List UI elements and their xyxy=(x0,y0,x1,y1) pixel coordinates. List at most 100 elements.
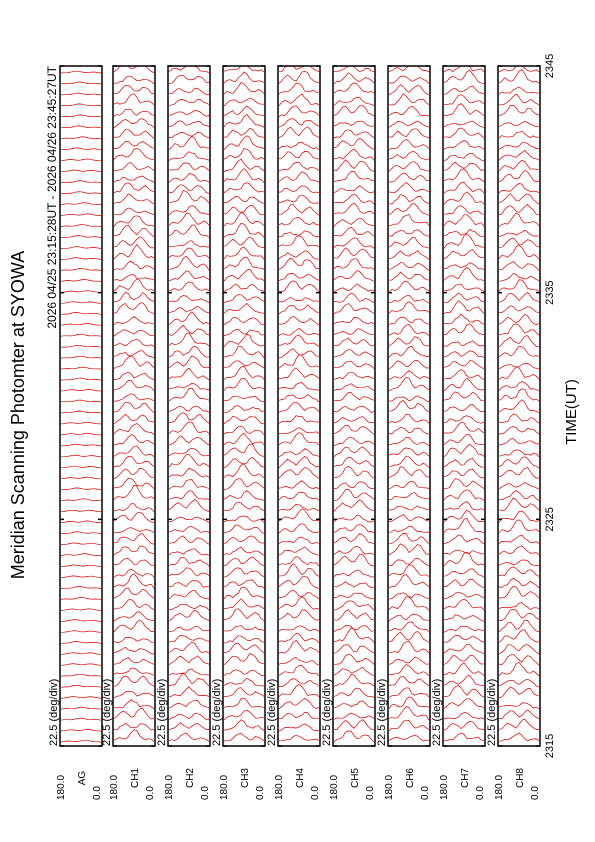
scan-trace xyxy=(333,405,375,413)
scan-trace xyxy=(278,711,319,720)
scan-trace xyxy=(388,656,430,665)
scan-trace xyxy=(498,86,540,95)
scan-trace xyxy=(113,371,155,381)
scan-trace xyxy=(278,657,320,666)
scan-trace xyxy=(278,105,320,117)
scan-trace xyxy=(223,535,264,544)
scan-trace xyxy=(60,114,102,118)
scan-trace xyxy=(333,553,375,567)
scan-trace xyxy=(278,382,320,391)
panel-frame xyxy=(167,65,211,747)
channel-label: CH8 xyxy=(515,768,526,788)
scan-trace xyxy=(113,379,155,392)
scan-trace xyxy=(333,148,375,161)
scan-trace xyxy=(333,489,375,502)
scan-trace xyxy=(333,609,375,621)
scan-trace xyxy=(113,434,155,446)
scan-trace xyxy=(60,158,102,162)
scan-trace xyxy=(278,678,320,687)
scan-trace xyxy=(278,563,320,577)
scan-trace xyxy=(278,491,320,501)
scan-trace xyxy=(443,500,485,511)
scan-trace xyxy=(60,355,102,359)
scan-trace xyxy=(443,551,485,567)
scan-trace xyxy=(168,479,210,490)
scan-trace xyxy=(498,272,540,282)
scan-trace xyxy=(60,641,102,644)
scan-trace xyxy=(388,316,430,325)
scan-trace xyxy=(499,305,540,314)
scan-trace xyxy=(333,416,375,424)
scan-trace xyxy=(333,499,375,512)
scan-trace xyxy=(60,476,102,480)
scan-trace xyxy=(223,669,265,677)
scan-trace xyxy=(388,706,430,721)
scan-trace xyxy=(113,729,155,742)
scan-trace xyxy=(278,297,320,303)
scan-trace xyxy=(443,283,485,292)
scan-trace xyxy=(388,105,430,117)
scan-trace xyxy=(60,553,102,556)
scan-trace xyxy=(443,152,485,161)
scan-trace xyxy=(443,233,485,249)
scan-trace xyxy=(388,574,430,589)
scan-trace xyxy=(333,258,375,270)
channel-label: CH3 xyxy=(240,768,251,788)
scan-trace xyxy=(223,567,265,578)
scan-trace xyxy=(113,355,155,369)
scan-trace xyxy=(168,224,210,238)
scan-trace xyxy=(113,291,155,303)
scan-trace xyxy=(498,413,540,424)
scan-trace xyxy=(168,184,210,194)
scan-trace xyxy=(168,255,210,271)
scan-trace xyxy=(168,655,210,666)
scan-trace xyxy=(499,585,540,599)
scan-trace xyxy=(333,592,375,600)
scan-trace xyxy=(443,350,485,358)
scan-trace xyxy=(333,159,375,172)
scan-trace xyxy=(168,240,210,248)
scan-trace xyxy=(388,346,430,358)
scan-trace xyxy=(333,719,375,731)
scan-trace xyxy=(113,708,155,720)
scan-trace xyxy=(388,301,430,314)
scan-trace xyxy=(60,312,102,315)
scan-trace xyxy=(223,168,265,183)
scan-trace xyxy=(333,533,375,545)
scan-trace xyxy=(333,712,375,720)
scan-trace xyxy=(278,640,320,654)
scan-trace xyxy=(60,531,102,534)
scan-trace xyxy=(168,151,210,161)
scan-trace xyxy=(388,151,430,161)
angle-tick-label: 0.0 xyxy=(145,786,156,800)
scan-trace xyxy=(60,575,102,578)
scan-trace xyxy=(113,545,155,556)
scan-trace xyxy=(223,147,265,160)
angle-tick-label: 180.0 xyxy=(439,775,450,800)
scan-trace xyxy=(443,625,485,633)
scan-trace xyxy=(223,205,265,216)
scan-trace xyxy=(444,421,485,434)
scan-trace xyxy=(498,426,540,435)
panel-frame xyxy=(332,65,376,747)
scan-trace xyxy=(168,190,210,204)
scan-trace xyxy=(443,489,485,501)
scan-trace xyxy=(169,110,210,117)
scan-trace xyxy=(113,599,155,611)
scan-trace xyxy=(278,523,320,534)
scan-trace xyxy=(278,204,320,216)
scan-trace xyxy=(333,730,375,743)
scan-trace xyxy=(168,98,210,107)
scan-trace xyxy=(278,546,320,556)
scan-trace xyxy=(224,719,265,731)
scan-trace xyxy=(498,229,540,237)
scan-trace xyxy=(333,436,375,446)
scan-trace xyxy=(223,425,265,435)
scan-trace xyxy=(333,383,375,391)
scan-trace xyxy=(113,93,155,105)
channel-label: CH6 xyxy=(405,768,416,788)
scan-trace xyxy=(223,283,265,292)
scan-trace xyxy=(499,709,540,720)
scan-trace xyxy=(60,279,102,282)
scan-trace xyxy=(60,728,102,732)
